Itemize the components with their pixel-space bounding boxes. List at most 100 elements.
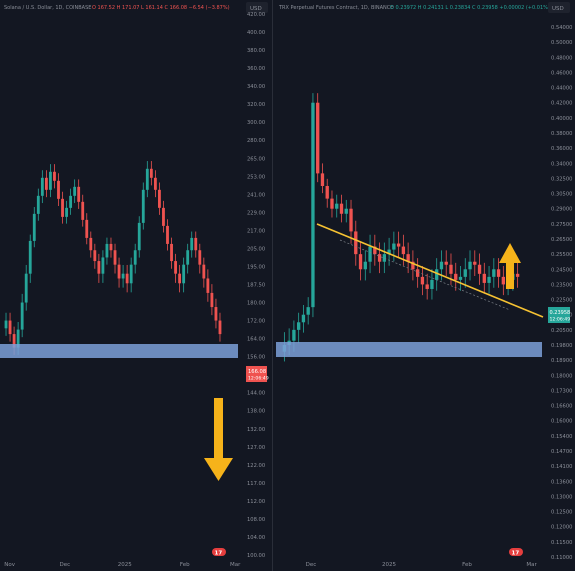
trx-candle-body bbox=[306, 307, 310, 315]
trx-candle-body bbox=[420, 276, 425, 285]
sol-candle-body bbox=[125, 273, 129, 284]
trx-y-tick-label: 0.54000 bbox=[551, 25, 572, 31]
sol-y-tick-label: 253.00 bbox=[247, 174, 265, 180]
sol-candle-body bbox=[16, 329, 20, 348]
trx-candle-body bbox=[449, 264, 453, 274]
sol-candle-body bbox=[178, 273, 182, 284]
sol-candle-body bbox=[69, 195, 73, 208]
trx-candle-body bbox=[316, 102, 320, 174]
sol-y-tick-label: 360.00 bbox=[247, 66, 265, 72]
sol-y-tick-label: 229.00 bbox=[247, 210, 265, 216]
trx-candle-body bbox=[377, 254, 382, 262]
trx-candle-body bbox=[387, 249, 391, 255]
trx-candle-body bbox=[496, 269, 501, 277]
sol-y-tick-label: 320.00 bbox=[247, 102, 265, 108]
trx-y-tick-label: 0.42000 bbox=[551, 101, 572, 107]
trx-trendline bbox=[316, 223, 544, 318]
trx-ohlc: O 0.23972 H 0.24131 L 0.23834 C 0.23958 … bbox=[390, 5, 550, 11]
trx-candle-body bbox=[392, 243, 396, 250]
trx-x-tick-label: 2025 bbox=[382, 562, 396, 568]
sol-y-tick-label: 265.00 bbox=[247, 156, 265, 162]
sol-currency: USD bbox=[250, 6, 262, 12]
sol-candle-body bbox=[210, 292, 214, 308]
trx-candle-body bbox=[344, 208, 348, 214]
trx-y-tick-label: 0.36000 bbox=[551, 146, 572, 152]
sol-y-axis: 420.00 400.00 380.00 360.00 340.00 320.00 300.… bbox=[247, 12, 265, 559]
trx-y-tick-label: 0.48000 bbox=[551, 55, 572, 61]
sol-y-tick-label: 144.00 bbox=[247, 391, 265, 397]
sol-candle-body bbox=[44, 177, 48, 190]
trx-candle-body bbox=[487, 276, 491, 283]
trx-candle-body bbox=[382, 254, 387, 262]
trx-candle-body bbox=[439, 261, 444, 270]
sol-candle-body bbox=[93, 250, 97, 262]
sol-candle-body bbox=[137, 222, 141, 251]
tradingview-logo-icon: 17 bbox=[212, 548, 226, 557]
trx-y-tick-label: 0.13000 bbox=[551, 494, 572, 500]
sol-y-tick-label: 241.00 bbox=[247, 192, 265, 198]
trx-y-tick-label: 0.34000 bbox=[551, 161, 572, 167]
sol-y-tick-label: 217.00 bbox=[247, 228, 265, 234]
trx-y-tick-label: 0.14700 bbox=[551, 449, 572, 455]
trx-y-tick-label: 0.15400 bbox=[551, 434, 572, 440]
sol-candle-body bbox=[40, 177, 44, 196]
trx-candle-body bbox=[373, 246, 377, 255]
sol-currency-box[interactable] bbox=[246, 2, 268, 13]
trx-candle-body bbox=[454, 273, 458, 280]
trx-candle-body bbox=[515, 273, 520, 277]
trx-y-tick-label: 0.29000 bbox=[551, 207, 572, 213]
trx-candle-body bbox=[401, 246, 406, 255]
sol-candle-body bbox=[89, 237, 93, 251]
trx-y-tick-label: 0.46000 bbox=[551, 70, 572, 76]
sol-candle-body bbox=[202, 264, 206, 279]
sol-candle-body bbox=[170, 243, 173, 262]
sol-candle-body bbox=[121, 273, 125, 279]
trx-candle-body bbox=[358, 254, 363, 270]
sol-y-tick-label: 138.00 bbox=[247, 409, 265, 415]
trx-candle-body bbox=[335, 203, 339, 209]
sol-candle-body bbox=[12, 334, 16, 348]
trx-candle-body bbox=[354, 231, 358, 255]
sol-x-tick-label: Dec bbox=[59, 562, 70, 568]
sol-x-tick-label: Mar bbox=[230, 562, 241, 568]
sol-y-tick-label: 156.00 bbox=[247, 355, 265, 361]
trx-y-tick-label: 0.40000 bbox=[551, 116, 572, 122]
sol-y-tick-label: 164.00 bbox=[247, 337, 265, 343]
sol-candle-body bbox=[218, 320, 222, 335]
trx-y-tick-label: 0.44000 bbox=[551, 86, 572, 92]
trx-candle-body bbox=[492, 269, 496, 277]
sol-support-zone bbox=[0, 344, 238, 358]
trx-y-tick-label: 0.30500 bbox=[551, 192, 572, 198]
sol-candle-body bbox=[49, 171, 52, 190]
trx-currency-box[interactable] bbox=[548, 2, 570, 13]
trx-candle-body bbox=[477, 264, 482, 274]
trx-candle-body bbox=[406, 254, 410, 262]
sol-candle-body bbox=[101, 257, 105, 274]
sol-candle-body bbox=[145, 168, 149, 190]
trx-candle-body bbox=[349, 208, 353, 232]
sol-y-tick-label: 104.00 bbox=[247, 535, 265, 541]
trx-candle-body bbox=[415, 269, 420, 277]
trx-currency: USD bbox=[552, 6, 564, 12]
sol-candle-body bbox=[109, 243, 113, 251]
sol-candle-body bbox=[85, 219, 89, 238]
sol-candle-body bbox=[149, 168, 153, 178]
sol-candle-body bbox=[65, 207, 68, 217]
sol-candle-body bbox=[198, 250, 202, 265]
sol-candle-body bbox=[158, 189, 161, 208]
trx-candle-body bbox=[292, 329, 296, 341]
down-arrow bbox=[204, 398, 233, 481]
sol-candle-body bbox=[81, 201, 85, 220]
svg-text:17: 17 bbox=[512, 551, 520, 557]
sol-candle-body bbox=[133, 250, 137, 265]
trx-candle-body bbox=[368, 246, 372, 262]
sol-candle-body bbox=[4, 320, 8, 329]
sol-candle-body bbox=[8, 320, 12, 335]
trx-candle-body bbox=[444, 261, 448, 265]
sol-y-tick-label: 400.00 bbox=[247, 30, 265, 36]
trx-y-tick-label: 0.12500 bbox=[551, 510, 572, 516]
sol-y-tick-label: 205.00 bbox=[247, 246, 265, 252]
sol-y-tick-label: 280.00 bbox=[247, 138, 265, 144]
trx-y-tick-label: 0.18900 bbox=[551, 358, 572, 364]
sol-candle-body bbox=[20, 302, 24, 330]
